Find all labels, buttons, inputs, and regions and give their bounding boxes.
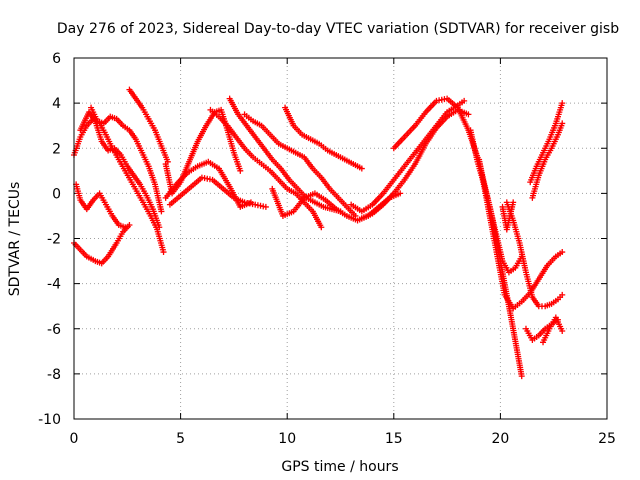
x-tick-label: 15 (385, 431, 403, 447)
series-track-13 (282, 104, 365, 172)
y-tick-label: 6 (52, 51, 61, 67)
series-track-12 (241, 111, 359, 219)
series-track-2 (73, 181, 129, 231)
y-tick-label: -8 (47, 367, 61, 383)
data-point-marker (318, 224, 325, 231)
x-tick-label: 10 (278, 431, 296, 447)
data-point-marker (397, 190, 404, 197)
data-point-marker (518, 373, 525, 380)
x-tick-label: 25 (598, 431, 616, 447)
y-tick-label: -2 (47, 232, 61, 248)
y-axis-label: SDTVAR / TECUs (7, 182, 23, 297)
data-point-marker (465, 111, 472, 118)
series-track-19 (476, 156, 566, 312)
x-tick-label: 5 (176, 431, 185, 447)
data-point-marker (559, 100, 566, 107)
x-axis-label: GPS time / hours (281, 459, 398, 475)
series-track-22 (529, 120, 566, 201)
x-tick-label: 0 (70, 431, 79, 447)
data-point-marker (559, 328, 566, 335)
data-point-marker (160, 249, 167, 256)
data-point-marker (559, 291, 566, 298)
y-tick-label: 2 (52, 141, 61, 157)
data-point-marker (559, 249, 566, 256)
y-tick-label: 4 (52, 96, 61, 112)
y-tick-label: 0 (52, 186, 61, 202)
data-point-marker (126, 221, 133, 228)
plot-frame (73, 57, 608, 420)
series-track-25 (499, 199, 517, 233)
series-track-21 (527, 100, 566, 186)
chart-title: Day 276 of 2023, Sidereal Day-to-day VTE… (57, 21, 619, 37)
data-points (71, 86, 566, 380)
data-point-marker (158, 208, 165, 215)
data-point-marker (237, 167, 244, 174)
data-point-marker (262, 203, 269, 210)
y-tick-label: -4 (47, 277, 61, 293)
series-track-9 (166, 174, 269, 210)
y-tick-label: -6 (47, 322, 61, 338)
data-point-marker (156, 224, 163, 231)
data-point-marker (559, 120, 566, 127)
series-track-24 (540, 314, 566, 346)
data-point-marker (510, 199, 517, 206)
y-tick-label: -10 (38, 412, 61, 428)
series-track-1 (71, 221, 133, 267)
series-track-16 (358, 106, 472, 222)
data-point-marker (461, 97, 468, 104)
data-point-marker (122, 224, 129, 231)
series-track-6 (126, 86, 171, 165)
axis-ticks: 0 5 10 15 20 25 -10 -8 -6 -4 -2 0 2 4 6 (38, 51, 616, 447)
data-point-marker (358, 165, 365, 172)
x-tick-label: 20 (491, 431, 509, 447)
series-track-5 (88, 104, 165, 215)
